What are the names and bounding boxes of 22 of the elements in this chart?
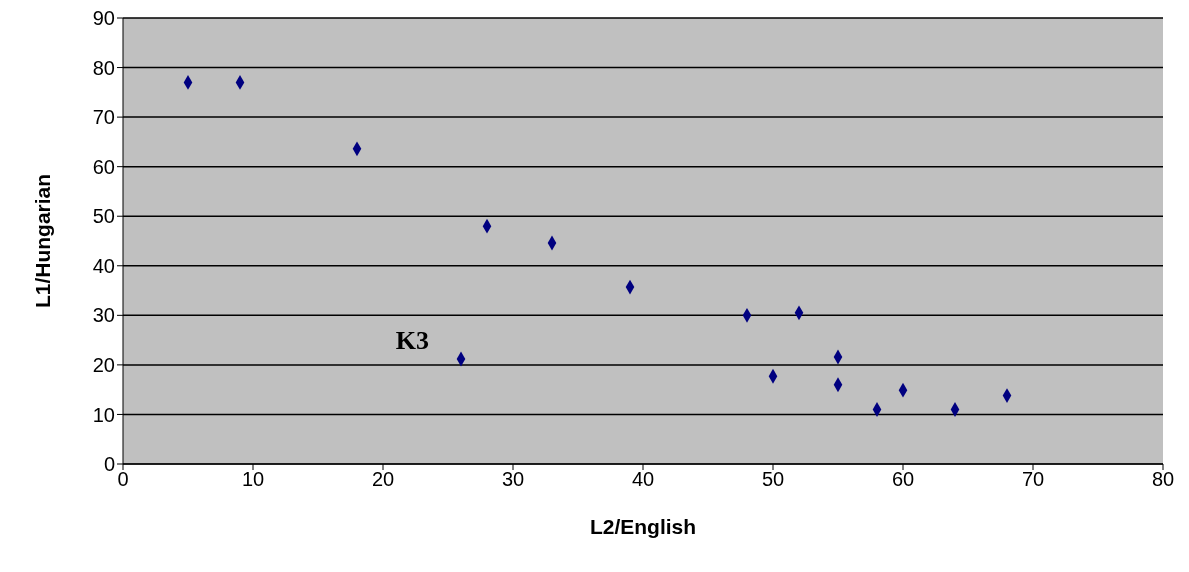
y-tick-label: 90: [92, 7, 115, 30]
y-tick-label: 0: [103, 453, 115, 476]
x-tick-label: 60: [891, 468, 915, 491]
y-tick-label: 30: [92, 304, 115, 327]
y-tick-label: 60: [92, 155, 115, 178]
y-tick-label: 50: [92, 205, 115, 228]
y-tick-label: 70: [92, 106, 115, 129]
y-axis-title: L1/Hungarian: [31, 173, 55, 309]
x-tick-label: 10: [241, 468, 265, 491]
y-tick-label: 10: [92, 403, 115, 426]
x-tick-label: 50: [761, 468, 785, 491]
x-tick-label: 40: [631, 468, 655, 491]
y-tick-label: 40: [92, 254, 115, 277]
x-tick-label: 80: [1151, 468, 1175, 491]
x-tick-label: 30: [501, 468, 525, 491]
x-tick-label: 70: [1021, 468, 1045, 491]
x-tick-label: 0: [117, 468, 129, 491]
x-tick-label: 20: [371, 468, 395, 491]
annotation: K3: [395, 325, 429, 355]
y-tick-label: 80: [92, 56, 115, 79]
y-tick-label: 20: [92, 353, 115, 376]
x-axis-title: L2/English: [589, 515, 697, 538]
